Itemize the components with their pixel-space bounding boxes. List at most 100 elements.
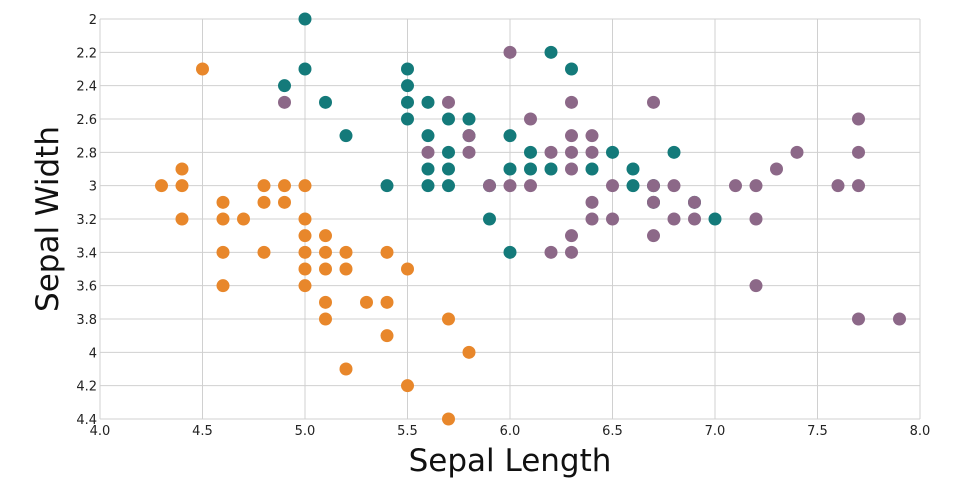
data-point-series-2 [544,45,558,59]
y-tick-label: 2.8 [76,146,97,161]
x-tick-label: 4.5 [192,424,213,439]
data-point-series-1 [216,245,230,259]
data-point-series-1 [175,212,189,226]
y-tick-label: 4.2 [76,380,97,395]
data-point-series-3 [544,145,558,159]
x-tick-label: 6.5 [602,424,623,439]
data-point-series-3 [585,145,599,159]
x-tick-label: 4.0 [90,424,111,439]
data-point-series-3 [462,129,476,143]
data-point-series-3 [503,179,517,193]
data-point-series-3 [688,212,701,226]
data-point-series-2 [462,112,476,126]
data-point-series-2 [401,79,414,93]
data-point-series-3 [483,179,496,193]
data-point-series-3 [565,95,578,109]
data-point-series-1 [380,295,394,309]
data-point-series-2 [401,62,414,76]
data-point-series-1 [319,229,332,243]
data-point-series-1 [298,279,312,293]
y-tick-label: 2.6 [76,113,97,128]
data-point-series-2 [606,145,619,159]
data-point-series-2 [401,112,414,126]
y-tick-label: 2.4 [76,80,97,95]
data-point-series-1 [216,212,230,226]
data-point-series-3 [606,179,619,193]
data-point-series-2 [544,162,558,176]
data-point-series-1 [401,379,414,393]
data-point-series-3 [688,195,701,209]
data-point-series-1 [360,295,373,309]
data-point-series-3 [442,95,455,109]
data-points [155,12,906,426]
data-point-series-3 [893,312,906,326]
data-point-series-3 [565,229,578,243]
data-point-series-1 [155,179,168,193]
data-point-series-1 [216,195,230,209]
data-point-series-2 [708,212,722,226]
x-tick-label: 5.0 [295,424,316,439]
y-tick-label: 3.4 [76,246,97,261]
data-point-series-2 [380,179,394,193]
data-point-series-2 [626,179,640,193]
x-tick-label: 6.0 [500,424,521,439]
data-point-series-3 [667,179,681,193]
data-point-series-1 [442,312,455,326]
y-tick-label: 2 [89,13,97,28]
data-point-series-3 [852,145,865,159]
data-point-series-3 [770,162,783,176]
data-point-series-3 [749,179,763,193]
data-point-series-1 [442,412,455,426]
x-tick-label: 8.0 [910,424,931,439]
data-point-series-2 [483,212,496,226]
data-point-series-1 [339,362,353,376]
data-point-series-1 [278,195,291,209]
data-point-series-3 [585,129,599,143]
data-point-series-2 [421,129,435,143]
data-point-series-3 [565,162,578,176]
data-point-series-3 [831,179,845,193]
data-point-series-1 [257,245,271,259]
y-axis-title: Sepal Width [30,126,66,312]
data-point-series-2 [319,95,332,109]
data-point-series-3 [565,245,578,259]
x-tick-label: 7.0 [705,424,726,439]
data-point-series-3 [585,212,599,226]
y-tick-label: 3 [89,180,97,195]
data-point-series-2 [298,62,312,76]
data-point-series-2 [524,145,537,159]
data-point-series-1 [462,345,476,359]
data-point-series-2 [421,95,435,109]
data-point-series-1 [339,245,353,259]
data-point-series-1 [380,329,394,343]
data-point-series-1 [257,195,271,209]
x-tick-label: 5.5 [397,424,418,439]
data-point-series-3 [503,45,517,59]
x-tick-label: 7.5 [807,424,828,439]
data-point-series-1 [401,262,414,276]
data-point-series-1 [298,212,312,226]
data-point-series-2 [339,129,353,143]
data-point-series-3 [462,145,476,159]
data-point-series-2 [626,162,640,176]
data-point-series-3 [729,179,742,193]
data-point-series-2 [298,12,312,26]
data-point-series-3 [790,145,804,159]
data-point-series-3 [585,195,599,209]
data-point-series-1 [319,245,332,259]
data-point-series-1 [319,312,332,326]
data-point-series-3 [852,312,865,326]
data-point-series-1 [257,179,271,193]
data-point-series-2 [585,162,599,176]
data-point-series-3 [667,212,681,226]
data-point-series-1 [196,62,209,76]
y-tick-label: 3.2 [76,213,97,228]
data-point-series-1 [339,262,353,276]
data-point-series-3 [565,129,578,143]
data-point-series-2 [421,162,435,176]
data-point-series-2 [524,162,537,176]
data-point-series-1 [175,162,189,176]
data-point-series-3 [524,179,537,193]
data-point-series-1 [298,262,312,276]
